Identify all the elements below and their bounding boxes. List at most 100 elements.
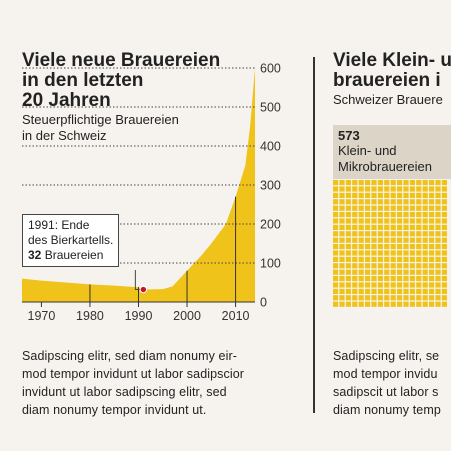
brewery-square <box>339 237 345 243</box>
y-tick-label: 200 <box>260 218 281 232</box>
brewery-square <box>409 192 415 198</box>
brewery-square <box>441 250 447 256</box>
brewery-square <box>441 186 447 192</box>
brewery-square <box>435 192 441 198</box>
left-paragraph-line: Sadipscing elitr, sed diam nonumy eir- <box>22 349 238 363</box>
brewery-square <box>441 301 447 307</box>
brewery-square <box>390 192 396 198</box>
brewery-square <box>333 295 339 301</box>
brewery-square <box>377 212 383 218</box>
brewery-square <box>371 282 377 288</box>
brewery-square <box>358 186 364 192</box>
brewery-square <box>352 218 358 224</box>
brewery-square <box>416 237 422 243</box>
brewery-square <box>403 256 409 262</box>
brewery-square <box>352 186 358 192</box>
brewery-square <box>384 256 390 262</box>
brewery-square <box>403 301 409 307</box>
brewery-square <box>409 288 415 294</box>
brewery-square <box>358 276 364 282</box>
brewery-square <box>390 276 396 282</box>
brewery-square <box>416 231 422 237</box>
area-series <box>22 68 255 302</box>
callout-number: 32 <box>28 248 42 262</box>
callout-line1: 1991: Ende <box>28 218 90 232</box>
brewery-square <box>397 301 403 307</box>
brewery-square <box>390 301 396 307</box>
brewery-square <box>352 301 358 307</box>
brewery-square <box>339 192 345 198</box>
brewery-square <box>429 295 435 301</box>
brewery-square <box>397 250 403 256</box>
brewery-square <box>409 263 415 269</box>
brewery-square <box>441 180 447 186</box>
brewery-square <box>358 256 364 262</box>
brewery-square <box>365 244 371 250</box>
microbrewery-square-grid <box>333 180 447 307</box>
brewery-square <box>339 288 345 294</box>
brewery-square <box>409 218 415 224</box>
brewery-square <box>333 224 339 230</box>
brewery-square <box>409 301 415 307</box>
brewery-square <box>384 218 390 224</box>
brewery-square <box>403 269 409 275</box>
chart-subtitle-line2: in der Schweiz <box>22 128 107 143</box>
brewery-square <box>429 256 435 262</box>
brewery-square <box>409 205 415 211</box>
brewery-square <box>365 212 371 218</box>
brewery-square <box>390 269 396 275</box>
brewery-square <box>422 231 428 237</box>
brewery-square <box>371 224 377 230</box>
brewery-square <box>377 231 383 237</box>
brewery-square <box>435 205 441 211</box>
brewery-square <box>352 256 358 262</box>
brewery-square <box>365 250 371 256</box>
brewery-square <box>416 295 422 301</box>
brewery-square <box>371 180 377 186</box>
brewery-square <box>441 205 447 211</box>
brewery-square <box>384 295 390 301</box>
brewery-square <box>397 295 403 301</box>
brewery-square <box>435 244 441 250</box>
brewery-square <box>339 231 345 237</box>
brewery-square <box>441 224 447 230</box>
brewery-square <box>352 250 358 256</box>
brewery-square <box>441 244 447 250</box>
brewery-square <box>365 276 371 282</box>
left-paragraph: Sadipscing elitr, sed diam nonumy eir- m… <box>22 347 244 419</box>
brewery-square <box>416 282 422 288</box>
brewery-square <box>429 244 435 250</box>
brewery-square <box>371 237 377 243</box>
brewery-square <box>377 288 383 294</box>
brewery-square <box>403 231 409 237</box>
brewery-square <box>352 212 358 218</box>
brewery-square <box>352 295 358 301</box>
brewery-square <box>397 237 403 243</box>
brewery-square <box>409 269 415 275</box>
brewery-square <box>339 295 345 301</box>
brewery-square <box>390 237 396 243</box>
brewery-square <box>435 282 441 288</box>
callout-line3: 32 Brauereien <box>28 248 113 263</box>
brewery-square <box>416 180 422 186</box>
brewery-square <box>377 199 383 205</box>
brewery-square <box>390 244 396 250</box>
brewery-square <box>377 256 383 262</box>
brewery-square <box>339 186 345 192</box>
brewery-square <box>358 250 364 256</box>
chart-title-line1: Viele neue Brauereien <box>22 50 221 71</box>
brewery-square <box>384 276 390 282</box>
brewery-square <box>371 269 377 275</box>
brewery-square <box>352 231 358 237</box>
brewery-square <box>422 295 428 301</box>
brewery-square <box>422 282 428 288</box>
brewery-square <box>333 237 339 243</box>
brewery-square <box>397 205 403 211</box>
brewery-square <box>397 276 403 282</box>
brewery-square <box>384 237 390 243</box>
brewery-square <box>377 205 383 211</box>
brewery-square <box>333 218 339 224</box>
brewery-square <box>371 301 377 307</box>
brewery-square <box>409 212 415 218</box>
